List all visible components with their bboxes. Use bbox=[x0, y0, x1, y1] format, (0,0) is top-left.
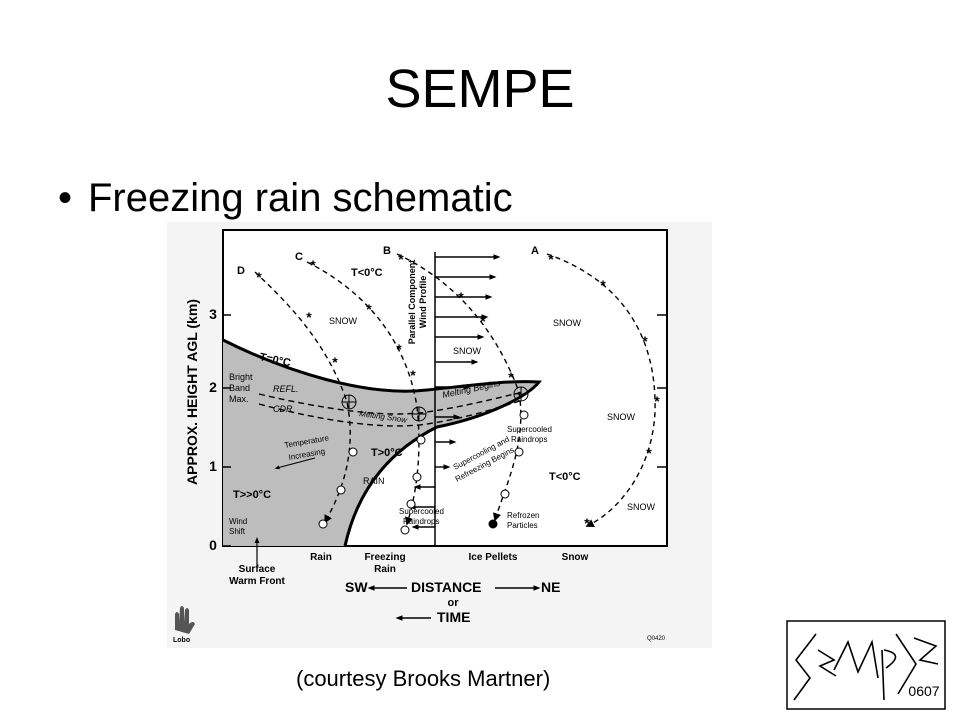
lobo-hand-icon bbox=[175, 606, 195, 634]
precip-freezing-2: Rain bbox=[374, 564, 396, 575]
svg-text:*: * bbox=[410, 367, 416, 383]
snow-label-1: SNOW bbox=[329, 316, 358, 326]
surface-front-2: Warm Front bbox=[229, 576, 285, 587]
y-tick-2: 2 bbox=[209, 379, 217, 395]
wind-profile-label-1: Parallel Component bbox=[407, 260, 417, 345]
trajectory-label-c: C bbox=[295, 251, 303, 263]
precip-freezing-1: Freezing bbox=[364, 552, 405, 563]
surface-front-1: Surface bbox=[239, 564, 276, 575]
svg-text:*: * bbox=[396, 341, 402, 357]
wind-profile-label-2: Wind Profile bbox=[418, 276, 428, 328]
wind-profile-arrows bbox=[408, 254, 501, 530]
svg-text:*: * bbox=[332, 354, 338, 370]
y-tick-1: 1 bbox=[209, 458, 217, 474]
warm-layer-shading bbox=[223, 340, 539, 546]
y-axis-title: APPROX. HEIGHT AGL (km) bbox=[184, 299, 200, 485]
hot-layer-label: T>>0°C bbox=[233, 489, 271, 501]
zero-degree-isotherm bbox=[222, 338, 542, 547]
trajectory-label-a: A bbox=[531, 245, 539, 257]
bullet-dot-icon: • bbox=[58, 176, 73, 220]
supercooled-lower-1: Supercooled bbox=[399, 507, 444, 516]
trajectories bbox=[254, 253, 656, 527]
snow-label-4: SNOW bbox=[607, 412, 636, 422]
svg-text:*: * bbox=[310, 257, 316, 273]
svg-text:*: * bbox=[366, 301, 372, 317]
svg-text:*: * bbox=[600, 277, 606, 293]
snowflake-markers: * * * * * * * * * * * * * * * * * bbox=[256, 251, 660, 531]
svg-text:*: * bbox=[508, 369, 514, 385]
precip-rain: Rain bbox=[310, 552, 332, 563]
y-axis: 0 1 2 3 APPROX. HEIGHT AGL (km) bbox=[184, 299, 667, 553]
svg-text:*: * bbox=[654, 393, 660, 409]
warm-layer-label: T>0°C bbox=[371, 447, 403, 459]
refrozen-label-2: Particles bbox=[507, 521, 538, 530]
precip-snow: Snow bbox=[562, 552, 589, 563]
svg-text:*: * bbox=[584, 515, 590, 531]
cold-lower-label: T<0°C bbox=[549, 471, 581, 483]
trajectory-b bbox=[396, 253, 522, 522]
trajectory-label-d: D bbox=[237, 265, 245, 277]
snow-label-5: SNOW bbox=[627, 502, 656, 512]
temperature-arrow bbox=[274, 457, 316, 470]
distance-label: DISTANCE bbox=[411, 579, 482, 595]
y-tick-3: 3 bbox=[209, 306, 217, 322]
refrozen-label-1: Refrozen bbox=[507, 511, 539, 520]
dir-ne: NE bbox=[541, 579, 560, 595]
bright-band-3: Max. bbox=[229, 394, 249, 404]
bullet-item: • Freezing rain schematic bbox=[58, 176, 513, 221]
bright-band-1: Bright bbox=[229, 372, 253, 382]
logo-text: 0607 bbox=[908, 683, 939, 699]
code-label: Q0420 bbox=[647, 636, 666, 642]
supercooled-raindrops-1: Supercooled bbox=[507, 425, 552, 434]
raindrop-markers bbox=[318, 410, 529, 535]
supercooled-lower-2: Raindrops bbox=[403, 517, 439, 526]
cdr-label: CDR bbox=[273, 404, 293, 414]
time-label: TIME bbox=[437, 609, 470, 625]
cold-upper-label: T<0°C bbox=[351, 267, 383, 279]
rain-label: RAIN bbox=[363, 476, 385, 486]
caption: (courtesy Brooks Martner) bbox=[296, 666, 551, 691]
svg-text:*: * bbox=[306, 309, 312, 325]
or-label: or bbox=[448, 597, 460, 609]
svg-text:*: * bbox=[398, 251, 404, 267]
trajectory-label-b: B bbox=[383, 245, 391, 257]
precip-ice: Ice Pellets bbox=[469, 552, 518, 563]
wind-shift-1: Wind bbox=[229, 517, 247, 526]
trajectory-a bbox=[546, 253, 656, 527]
svg-text:*: * bbox=[480, 313, 486, 329]
freezing-rain-schematic: 0 1 2 3 APPROX. HEIGHT AGL (km) Parallel… bbox=[167, 222, 712, 648]
svg-text:*: * bbox=[646, 445, 652, 461]
svg-text:*: * bbox=[548, 251, 554, 267]
wind-shift-2: Shift bbox=[229, 527, 246, 536]
bullet-text: Freezing rain schematic bbox=[88, 176, 513, 220]
melting-snow-crystals bbox=[341, 386, 529, 422]
sempe-logo: 0607 bbox=[786, 620, 946, 710]
refl-label: REFL. bbox=[273, 384, 299, 394]
snow-label-2: SNOW bbox=[453, 346, 482, 356]
refl-line bbox=[258, 391, 524, 415]
svg-text:*: * bbox=[256, 269, 262, 285]
svg-text:*: * bbox=[458, 289, 464, 305]
dir-sw: SW bbox=[345, 579, 368, 595]
sempe-logo-scribble bbox=[793, 633, 939, 701]
snow-label-3: SNOW bbox=[553, 318, 582, 328]
y-tick-0: 0 bbox=[209, 537, 217, 553]
lobo-label: Lobo bbox=[173, 637, 190, 644]
supercooled-raindrops-2: Raindrops bbox=[511, 435, 547, 444]
slide-title: SEMPE bbox=[385, 59, 575, 119]
svg-text:*: * bbox=[642, 333, 648, 349]
bright-band-2: Band bbox=[229, 383, 250, 393]
